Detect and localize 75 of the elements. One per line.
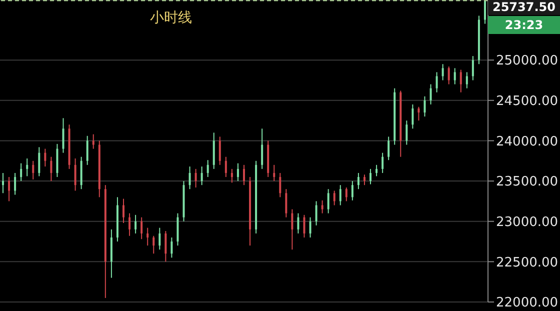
candlestick xyxy=(460,69,462,93)
candlestick xyxy=(206,160,209,178)
candlestick xyxy=(285,188,288,218)
candlestick xyxy=(484,0,486,24)
candlestick xyxy=(339,184,342,206)
candlestick xyxy=(44,148,46,168)
candlestick xyxy=(74,158,76,192)
candlestick xyxy=(357,172,360,190)
candlestick xyxy=(50,156,52,182)
candlestick xyxy=(128,212,131,236)
candlestick xyxy=(382,152,384,174)
ref-line-label: 25737.50 xyxy=(488,0,560,15)
candlestick xyxy=(345,186,348,202)
y-tick-label: 24000.00 xyxy=(496,134,558,150)
candlestick xyxy=(134,214,137,234)
candlestick xyxy=(424,96,426,118)
candlestick xyxy=(351,180,354,201)
candlestick xyxy=(62,118,64,154)
candlestick xyxy=(291,208,294,250)
candlestick xyxy=(92,134,94,150)
candlestick xyxy=(122,198,124,224)
text: 小时线 xyxy=(150,9,192,27)
y-tick-label: 22500.00 xyxy=(496,255,558,270)
candlestick xyxy=(333,190,336,206)
candlestick xyxy=(327,188,330,214)
candlestick xyxy=(194,168,197,188)
candlestick xyxy=(26,158,28,177)
candlestick xyxy=(273,164,276,182)
candlestick xyxy=(363,174,366,186)
candlestick xyxy=(230,168,233,184)
candlestick xyxy=(188,166,191,190)
candlestick xyxy=(436,72,438,93)
candlestick xyxy=(152,235,155,254)
candlestick xyxy=(236,162,239,182)
candlestick xyxy=(218,136,221,166)
candlestick xyxy=(32,160,34,180)
candlestick xyxy=(14,172,16,196)
candlestick xyxy=(164,230,167,262)
candlestick xyxy=(158,227,161,250)
y-tick-label: 23500.00 xyxy=(496,174,558,190)
candlestick xyxy=(20,162,22,182)
candlestick xyxy=(261,128,264,170)
candlestick xyxy=(430,84,432,105)
candlestick xyxy=(224,156,227,178)
candlestick xyxy=(388,136,390,161)
text: 23:23 xyxy=(488,16,560,34)
candlestick xyxy=(448,66,450,85)
candlestick xyxy=(315,200,318,226)
candlestick xyxy=(442,64,444,81)
candlestick xyxy=(406,120,408,146)
candlestick xyxy=(376,164,378,177)
candlestick xyxy=(370,168,372,185)
candlestick xyxy=(38,146,40,177)
candlestick xyxy=(418,106,420,122)
y-tick-label: 24500.00 xyxy=(496,94,558,110)
candlestick xyxy=(242,164,245,186)
y-tick-label: 25000.00 xyxy=(496,54,558,69)
candlestick xyxy=(279,172,282,198)
candlestick xyxy=(2,172,4,194)
candlestick xyxy=(472,56,474,81)
candlestick xyxy=(303,214,306,238)
candlestick xyxy=(170,236,173,258)
candlestick xyxy=(297,212,300,234)
candlestick xyxy=(454,68,456,85)
y-tick-label: 23000.00 xyxy=(496,214,558,230)
candlestick xyxy=(412,104,414,130)
candlestick xyxy=(146,227,149,246)
candlestick xyxy=(466,72,468,89)
candlestick xyxy=(8,176,10,202)
candlestick xyxy=(309,216,312,238)
candlestick xyxy=(140,216,143,240)
candlestick xyxy=(200,166,203,186)
candlestick xyxy=(86,135,88,166)
y-tick-label: 22000.00 xyxy=(496,296,558,311)
candlestick xyxy=(321,200,324,214)
